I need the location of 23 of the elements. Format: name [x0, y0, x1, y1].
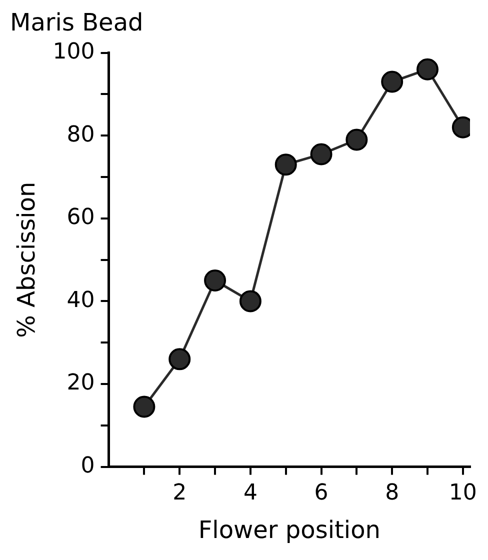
- y-tick-label: 60: [66, 205, 95, 230]
- y-tick-label: 100: [52, 40, 95, 65]
- x-tick-label: 4: [243, 480, 258, 506]
- point: [204, 270, 226, 292]
- point: [239, 290, 262, 312]
- chart-title: Maris Bead: [10, 8, 144, 37]
- point: [310, 143, 332, 166]
- point: [168, 348, 191, 370]
- y-tick-label: 0: [80, 454, 95, 479]
- y-tick-label: 40: [66, 288, 95, 313]
- point: [416, 58, 439, 80]
- point: [346, 128, 368, 151]
- x-tick-label: 10: [448, 480, 477, 506]
- y-axis-title: % Abscission: [12, 182, 41, 338]
- point: [133, 396, 156, 418]
- x-axis-title: Flower position: [198, 516, 380, 544]
- x-tick-label: 8: [385, 480, 400, 506]
- point: [274, 154, 297, 176]
- y-tick-label: 20: [66, 370, 95, 396]
- y-tick-label: 80: [66, 122, 95, 148]
- x-tick-label: 2: [172, 480, 187, 506]
- x-tick-label: 6: [314, 480, 328, 506]
- point: [381, 70, 404, 93]
